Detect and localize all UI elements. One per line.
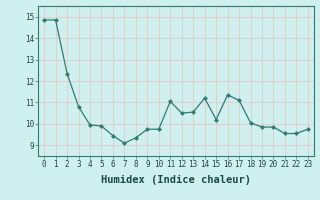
X-axis label: Humidex (Indice chaleur): Humidex (Indice chaleur) xyxy=(101,175,251,185)
